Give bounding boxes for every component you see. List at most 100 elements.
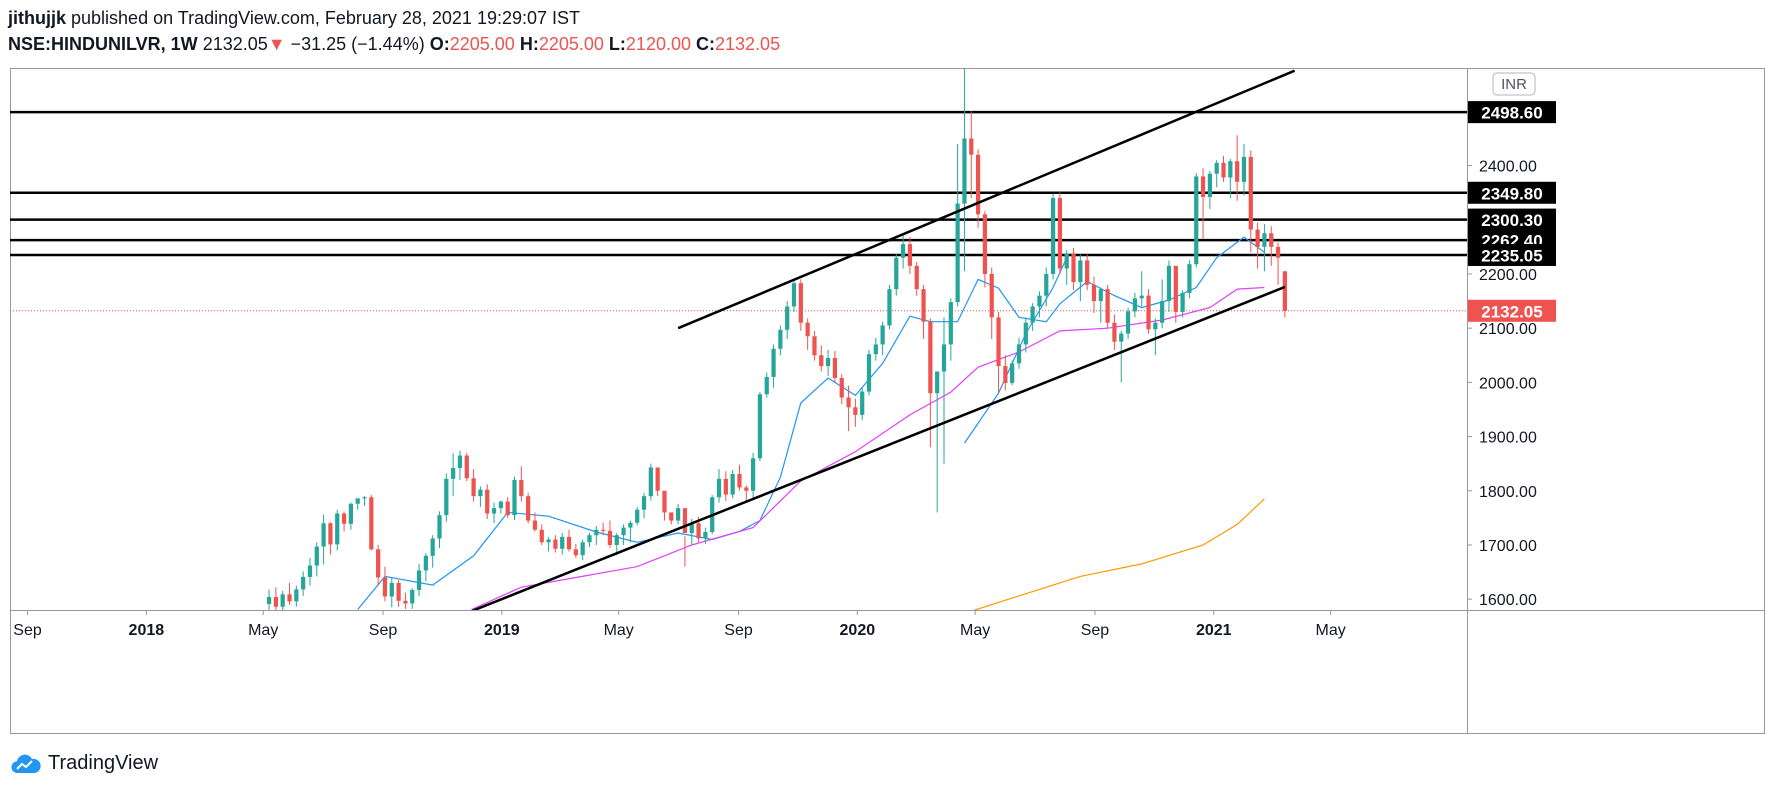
candle-body (1153, 322, 1158, 330)
low-value: 2120.00 (625, 34, 691, 54)
candle-body (955, 203, 960, 303)
author-name[interactable]: jithujjk (8, 8, 66, 28)
candle (1003, 355, 1008, 391)
candle-body (1160, 301, 1165, 323)
candle-body (1221, 162, 1226, 178)
candle-body (1023, 322, 1028, 345)
candle-body (853, 407, 858, 415)
candle (1016, 337, 1022, 369)
candle-body (1098, 289, 1103, 302)
candle-body (505, 501, 510, 516)
candle-body (580, 542, 585, 556)
candle-body (723, 478, 728, 495)
candle-body (1119, 333, 1124, 342)
candle-body (444, 478, 449, 516)
candle (744, 485, 749, 503)
candle (866, 349, 872, 396)
level-price-label: 2498.60 (1481, 104, 1542, 123)
candle (1119, 330, 1124, 383)
tradingview-cloud-icon[interactable] (10, 753, 42, 775)
candle (1173, 265, 1178, 323)
x-tick-label: 2019 (484, 622, 520, 639)
candle (812, 330, 817, 361)
candle-body (669, 512, 674, 521)
candle (389, 577, 394, 608)
candle-body (948, 302, 953, 345)
level-price-label: 2349.80 (1481, 184, 1542, 203)
candle (485, 484, 490, 519)
candle (1098, 287, 1103, 323)
x-tick-label: Sep (369, 622, 398, 639)
chart-frame[interactable]: 1600.00 1700.00 1800.00 1900.00 2000.00 2100.… (10, 68, 1765, 734)
candle (1112, 314, 1117, 350)
candle (982, 211, 988, 288)
candle-body (601, 529, 606, 531)
candle-body (341, 513, 347, 524)
candle-body (1016, 344, 1022, 364)
candle (266, 589, 272, 610)
level-price-tag (1468, 101, 1556, 124)
y-tick-label: 1800.00 (1479, 484, 1537, 501)
candle (607, 520, 613, 548)
candle-body (348, 503, 353, 524)
candle-body (614, 535, 619, 545)
candle-body (362, 497, 367, 499)
candle-body (376, 549, 381, 578)
candle (301, 571, 306, 596)
candle-body (662, 490, 667, 513)
candle (1050, 193, 1056, 280)
candle-body (873, 344, 878, 355)
candle (430, 535, 435, 568)
candle (648, 463, 653, 501)
candle (587, 533, 592, 548)
brand-name[interactable]: TradingView (48, 752, 159, 774)
candle (546, 536, 551, 552)
candle-body (928, 321, 933, 394)
candle (1105, 284, 1110, 329)
candle-body (546, 539, 551, 543)
candle-body (451, 467, 456, 479)
candle-body (996, 317, 1001, 367)
candle (907, 237, 913, 274)
candle (900, 233, 906, 269)
candle-body (778, 329, 783, 349)
candle-body (1146, 295, 1151, 330)
candle (771, 344, 776, 388)
candle (1010, 360, 1015, 386)
candle-body (1187, 264, 1192, 293)
candle-body (464, 455, 469, 479)
candle-body (478, 489, 483, 497)
candle-body (696, 523, 701, 539)
candle (532, 512, 538, 532)
candle-body (512, 479, 517, 516)
candle (1078, 254, 1083, 302)
candle-body (369, 497, 374, 550)
candle (819, 345, 824, 372)
candle (676, 503, 681, 525)
symbol-interval: NSE:HINDUNILVR, 1W (8, 34, 198, 54)
candle (376, 544, 381, 586)
candle-body (703, 531, 708, 539)
candle-body (628, 522, 633, 528)
candle-body (750, 458, 756, 491)
candle (1030, 303, 1035, 331)
candle-body (771, 348, 776, 377)
candle-body (301, 576, 306, 590)
candle-body (553, 539, 558, 549)
candlestick-chart[interactable]: 1600.00 1700.00 1800.00 1900.00 2000.00 2100.… (10, 68, 1765, 734)
candle-body (825, 357, 831, 367)
x-tick-label: May (960, 622, 990, 639)
candle (519, 466, 524, 502)
candle-body (594, 529, 599, 536)
candle-body (757, 394, 763, 459)
candle (341, 511, 347, 532)
candle (941, 317, 947, 464)
y-tick-label: 2000.00 (1479, 375, 1537, 392)
x-tick-label: Sep (1081, 622, 1110, 639)
candle (1241, 143, 1247, 196)
candle (1221, 155, 1226, 182)
candle (846, 385, 851, 432)
published-text: published on TradingView.com, February 2… (71, 8, 581, 28)
candle (451, 453, 456, 497)
candle-body (410, 589, 415, 604)
